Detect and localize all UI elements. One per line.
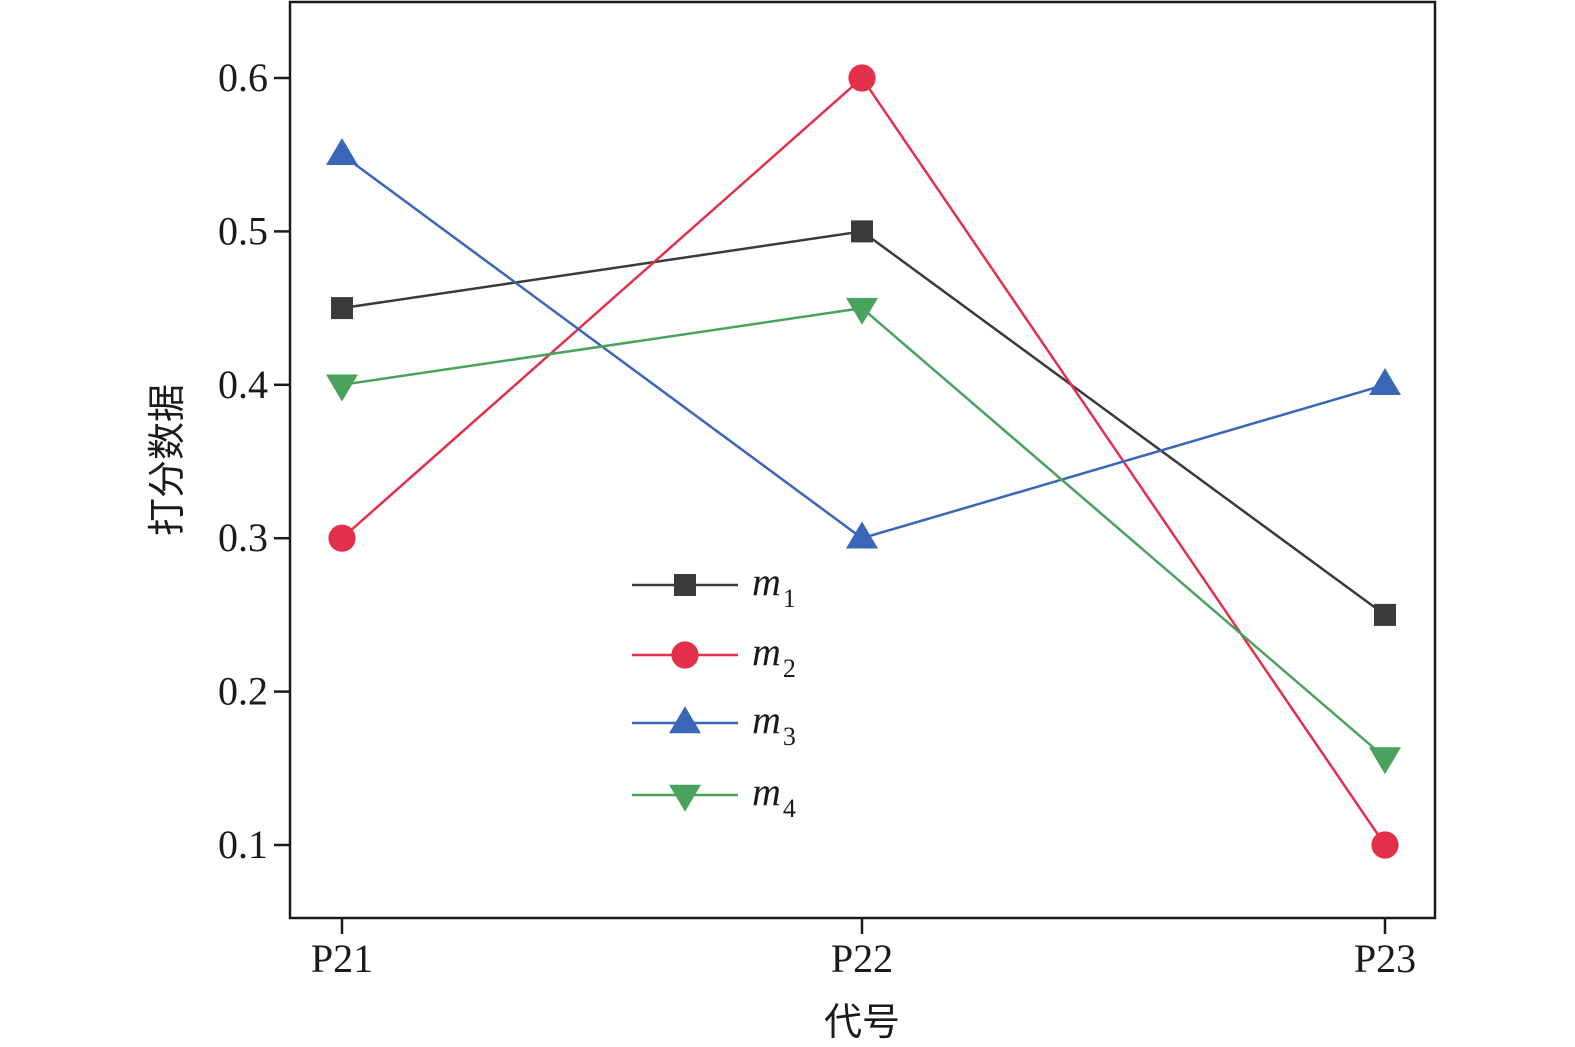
point-marker (331, 297, 353, 320)
point-marker (669, 706, 701, 734)
point-marker (326, 137, 358, 165)
legend-label: m2 (752, 629, 796, 683)
point-marker (326, 374, 358, 402)
legend-item: m4 (632, 769, 796, 823)
legend-item: m1 (632, 559, 796, 613)
y-axis-title: 打分数据 (145, 384, 189, 536)
point-marker (669, 784, 701, 812)
point-marker (671, 641, 699, 669)
legend: m1 m2 m3 m4 (632, 559, 796, 823)
point-marker (848, 64, 876, 92)
series-line (341, 230, 1386, 616)
point-marker (1371, 831, 1399, 859)
point-marker (846, 297, 878, 325)
series-layer (326, 64, 1401, 859)
legend-item: m2 (632, 629, 796, 683)
y-tick-label: 0.6 (218, 55, 268, 100)
series-m4 (326, 297, 1401, 775)
y-tick-label: 0.4 (218, 362, 268, 407)
point-marker (328, 524, 356, 552)
series-line (341, 76, 1387, 846)
legend-label: m1 (752, 559, 796, 613)
point-marker (1369, 747, 1401, 775)
y-tick-label: 0.2 (218, 669, 268, 714)
point-marker (674, 574, 696, 596)
y-tick-label: 0.3 (218, 515, 268, 560)
point-marker (851, 220, 873, 243)
x-tick-label: P21 (311, 936, 373, 981)
x-axis: P21 P22 P23 (311, 918, 1416, 981)
point-marker (1369, 368, 1401, 396)
series-m2 (328, 64, 1399, 859)
point-marker (846, 521, 878, 549)
series-m3 (326, 137, 1401, 549)
legend-label: m3 (752, 697, 796, 751)
y-tick-label: 0.5 (218, 208, 268, 253)
plot-frame (288, 0, 1437, 920)
legend-label: m4 (752, 769, 796, 823)
x-axis-title: 代号 (824, 1000, 900, 1044)
series-line (341, 153, 1386, 540)
x-tick-label: P23 (1354, 936, 1416, 981)
x-tick-label: P22 (831, 936, 893, 981)
legend-item: m3 (632, 697, 796, 751)
y-axis: 0.1 0.2 0.3 0.4 0.5 0.6 (218, 55, 290, 867)
point-marker (1374, 603, 1396, 626)
series-m1 (331, 220, 1396, 626)
y-tick-label: 0.1 (218, 822, 268, 867)
